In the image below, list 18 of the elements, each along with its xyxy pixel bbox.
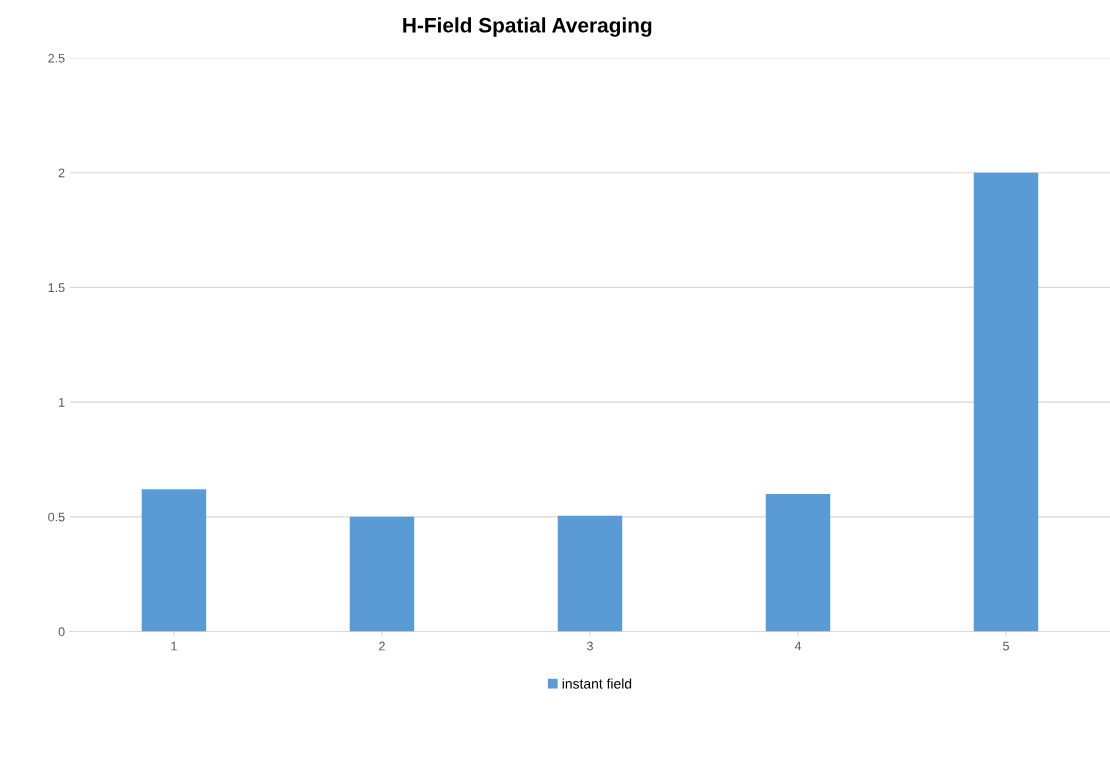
chart-title: H-Field Spatial Averaging bbox=[403, 17, 652, 37]
x-tick-label: 5 bbox=[1003, 641, 1009, 651]
y-tick-label: 0.5 bbox=[48, 512, 65, 522]
bar bbox=[349, 516, 415, 632]
x-tick-label: 1 bbox=[171, 641, 177, 651]
y-tick-label: 1.5 bbox=[48, 283, 65, 293]
y-tick-label: 2.5 bbox=[48, 53, 65, 63]
x-tick-label: 4 bbox=[794, 641, 802, 651]
y-tick-label: 2 bbox=[58, 168, 65, 178]
legend-label: instant field bbox=[562, 678, 632, 689]
x-tick-label: 3 bbox=[586, 641, 593, 651]
bar bbox=[557, 515, 623, 632]
bar bbox=[141, 489, 207, 632]
y-tick-label: 0 bbox=[58, 627, 65, 637]
bar bbox=[765, 493, 831, 632]
bar bbox=[973, 172, 1039, 632]
x-tick-label: 2 bbox=[379, 641, 385, 651]
y-tick-label: 1 bbox=[59, 398, 65, 407]
